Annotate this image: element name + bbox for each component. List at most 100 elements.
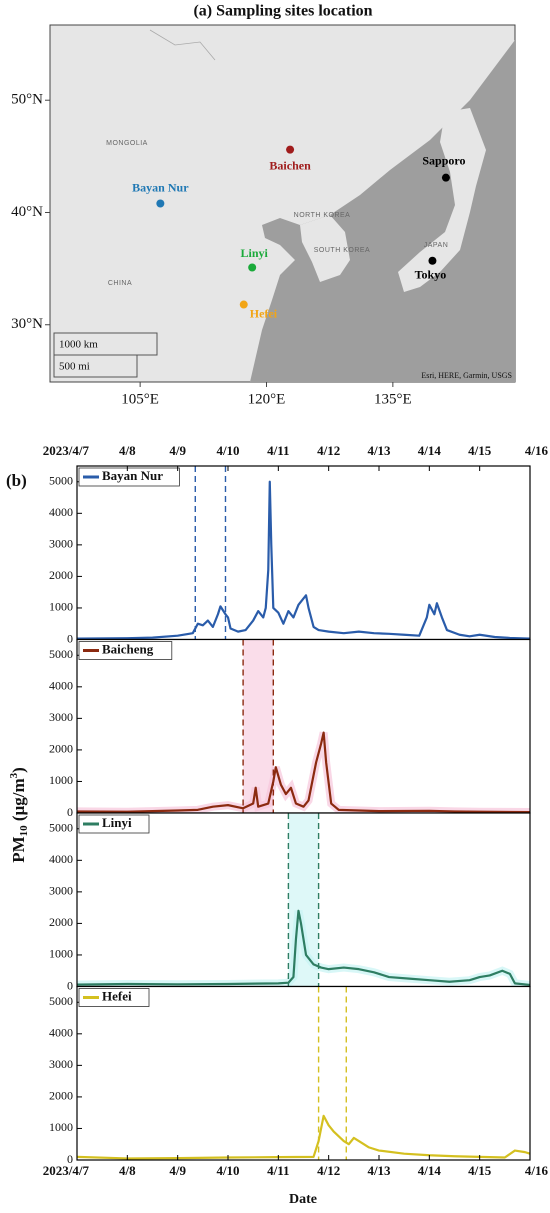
x-tick-label-bottom: 2023/4/7 <box>43 1163 90 1178</box>
x-tick-label-bottom: 4/14 <box>418 1163 442 1178</box>
y-tick-label: 4000 <box>49 852 73 866</box>
site-point <box>156 199 165 208</box>
x-tick-label-top: 4/12 <box>317 443 340 458</box>
scale-bar <box>53 354 138 378</box>
x-tick-label-bottom: 4/9 <box>169 1163 186 1178</box>
y-tick-label: 1000 <box>49 947 73 961</box>
x-tick-label-top: 4/10 <box>216 443 239 458</box>
y-tick-label: 2000 <box>49 742 73 756</box>
y-tick-label: 4000 <box>49 679 73 693</box>
korea <box>300 215 350 282</box>
y-tick-label: 4000 <box>49 505 73 519</box>
y-axis-label: PM10 (μg/m3) <box>8 767 30 863</box>
series-line <box>76 480 531 640</box>
y-tick-label: 3000 <box>49 1057 73 1071</box>
legend: Bayan Nur <box>78 467 180 487</box>
y-tick-label: 5000 <box>49 994 73 1008</box>
site-label: Bayan Nur <box>132 180 189 194</box>
event-shade <box>243 639 274 813</box>
panel-label: (b) <box>6 471 27 490</box>
x-tick-label-top: 4/9 <box>169 443 186 458</box>
y-tick-label: 30°N <box>11 316 43 332</box>
y-label-part: 10 <box>18 825 30 837</box>
y-tick-label: 5000 <box>49 474 73 488</box>
legend: Hefei <box>78 988 150 1007</box>
x-tick-label-top: 2023/4/7 <box>43 443 90 458</box>
x-tick-label-bottom: 4/11 <box>267 1163 289 1178</box>
place-label: CHINA <box>108 280 132 287</box>
site-point <box>286 145 295 154</box>
legend-box <box>78 988 150 1007</box>
scale-label: 1000 km <box>59 339 98 351</box>
y-tick-label: 1000 <box>49 600 73 614</box>
scale-label: 500 mi <box>59 361 90 373</box>
border <box>149 29 216 61</box>
y-label-part: ) <box>9 767 28 773</box>
legend-label: Baicheng <box>102 641 154 656</box>
place-label: MONGOLIA <box>106 140 148 147</box>
site-label: Baichen <box>269 158 311 172</box>
y-tick-label: 1000 <box>49 1120 73 1134</box>
series-line <box>76 1114 531 1160</box>
legend-label: Bayan Nur <box>102 468 163 483</box>
y-tick-label: 1000 <box>49 773 73 787</box>
place-label: JAPAN <box>424 242 449 249</box>
x-tick-label-top: 4/13 <box>367 443 391 458</box>
site-label: Hefei <box>250 306 278 320</box>
x-tick-label: 135°E <box>374 391 412 407</box>
plot-frame <box>76 639 531 814</box>
y-tick-label: 0 <box>67 978 73 992</box>
x-tick-label: 120°E <box>248 391 286 407</box>
place-label: SOUTH KOREA <box>314 247 370 254</box>
y-tick-label: 0 <box>67 1152 73 1166</box>
site-point <box>248 263 257 272</box>
legend-box <box>78 641 173 660</box>
y-tick-label: 50°N <box>11 92 43 108</box>
x-axis-label: Date <box>289 1192 317 1207</box>
x-tick-label-bottom: 4/13 <box>367 1163 391 1178</box>
map-title: (a) Sampling sites location <box>193 3 372 20</box>
y-label-part: 3 <box>8 772 20 778</box>
y-tick-label: 3000 <box>49 884 73 898</box>
x-tick-label-bottom: 4/16 <box>525 1163 549 1178</box>
site-label: Sapporo <box>422 153 465 167</box>
x-tick-label-top: 4/16 <box>525 443 549 458</box>
x-tick-label-bottom: 4/10 <box>216 1163 239 1178</box>
y-tick-label: 40°N <box>11 204 43 220</box>
y-tick-label: 0 <box>67 631 73 645</box>
y-tick-label: 4000 <box>49 1026 73 1040</box>
site-label: Linyi <box>240 246 268 260</box>
x-tick-label-top: 4/14 <box>418 443 442 458</box>
legend-label: Linyi <box>102 815 132 830</box>
plot-border <box>76 985 531 1161</box>
map: MONGOLIA CHINA NORTH KOREA SOUTH KOREA J… <box>49 24 516 383</box>
x-tick-label-bottom: 4/8 <box>119 1163 136 1178</box>
place-label: NORTH KOREA <box>294 212 351 219</box>
y-label-part: PM <box>9 836 28 862</box>
plot-frame <box>76 465 531 640</box>
x-tick-label-top: 4/11 <box>267 443 289 458</box>
y-tick-label: 5000 <box>49 647 73 661</box>
plot-frame <box>76 986 531 1161</box>
site-point <box>441 173 450 182</box>
x-tick-label: 105°E <box>121 391 159 407</box>
y-tick-label: 5000 <box>49 821 73 835</box>
y-tick-label: 3000 <box>49 537 73 551</box>
legend: Linyi <box>78 814 150 834</box>
y-tick-label: 3000 <box>49 710 73 724</box>
y-tick-label: 0 <box>67 805 73 819</box>
series-line <box>76 731 531 814</box>
x-tick-label-top: 4/15 <box>468 443 492 458</box>
x-tick-label-bottom: 4/15 <box>468 1163 492 1178</box>
site-point <box>428 256 437 265</box>
attribution: Esri, HERE, Garmin, USGS <box>421 371 512 380</box>
legend: Baicheng <box>78 641 173 660</box>
site-point <box>239 300 248 309</box>
x-tick-label-top: 4/8 <box>119 443 136 458</box>
y-tick-label: 2000 <box>49 568 73 582</box>
x-tick-label-bottom: 4/12 <box>317 1163 340 1178</box>
y-tick-label: 2000 <box>49 915 73 929</box>
y-tick-label: 2000 <box>49 1089 73 1103</box>
legend-label: Hefei <box>102 988 132 1003</box>
